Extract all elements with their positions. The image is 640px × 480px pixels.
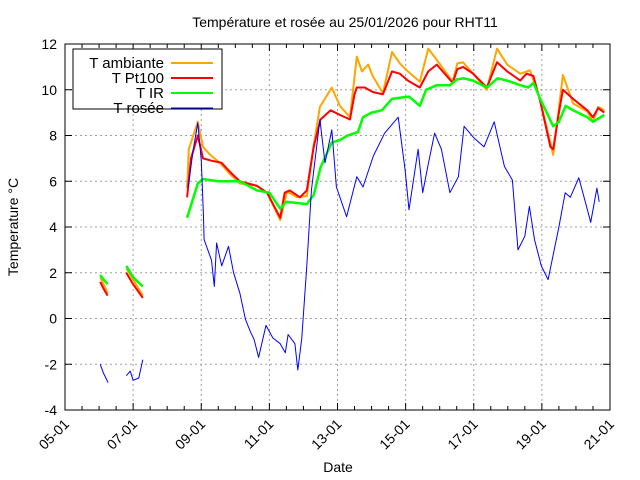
series-line-t-rosee xyxy=(125,359,144,381)
series-line-t-rosee xyxy=(187,116,600,371)
x-tick-label: 17-01 xyxy=(444,416,481,453)
y-tick-label: 4 xyxy=(49,219,57,235)
y-tick-label: -2 xyxy=(45,356,58,372)
y-tick-label: 10 xyxy=(41,82,57,98)
series-line-t-rosee xyxy=(99,364,109,383)
x-axis-label: Date xyxy=(323,459,353,475)
series-line-t-pt100 xyxy=(186,61,605,219)
legend-label: T Pt100 xyxy=(112,70,164,87)
series-line-t-ambiante xyxy=(99,276,109,294)
x-tick-label: 19-01 xyxy=(512,416,549,453)
chart-title: Température et rosée au 25/01/2026 pour … xyxy=(192,14,498,30)
x-tick-label: 15-01 xyxy=(376,416,413,453)
y-tick-label: 12 xyxy=(41,36,57,52)
series-line-t-ir xyxy=(125,265,144,288)
x-tick-label: 07-01 xyxy=(104,416,141,453)
x-tick-label: 09-01 xyxy=(172,416,209,453)
series-lines xyxy=(99,47,605,383)
x-tick-label: 05-01 xyxy=(35,416,72,453)
y-tick-label: 0 xyxy=(49,311,57,327)
y-tick-label: 2 xyxy=(49,265,57,281)
y-tick-label: 6 xyxy=(49,173,57,189)
y-tick-label: 8 xyxy=(49,128,57,144)
series-line-t-ir xyxy=(99,274,109,286)
legend-label: T IR xyxy=(136,85,164,102)
series-line-t-pt100 xyxy=(125,272,144,299)
x-tick-label: 13-01 xyxy=(308,416,345,453)
legend-label: T rosée xyxy=(113,100,164,117)
series-line-t-ir xyxy=(185,77,605,219)
y-tick-label: -4 xyxy=(45,402,58,418)
series-line-t-pt100 xyxy=(99,281,109,297)
x-tick-label: 11-01 xyxy=(241,416,277,452)
legend-label: T ambiante xyxy=(89,55,164,72)
y-axis-label: Temperature °C xyxy=(5,178,21,276)
x-tick-label: 21-01 xyxy=(580,416,617,453)
